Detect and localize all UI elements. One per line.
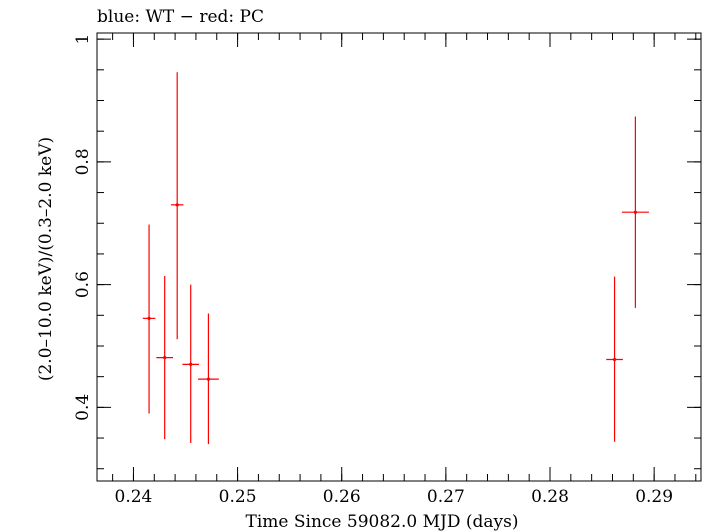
data-point-pc [156, 276, 174, 440]
x-axis-ticks [112, 33, 697, 481]
y-axis-ticks [97, 38, 701, 470]
point-marker [612, 357, 617, 362]
data-point-pc [170, 72, 184, 340]
point-marker [206, 377, 211, 381]
y-axis-label: (2.0–10.0 keV)/(0.3–2.0 keV) [36, 137, 56, 381]
point-marker [175, 203, 179, 207]
x-tick-label: 0.26 [323, 487, 361, 507]
x-tick-label: 0.27 [427, 487, 465, 507]
data-point-pc [142, 224, 156, 414]
x-axis-tick-labels: 0.24 0.25 0.26 0.27 0.28 0.29 [115, 487, 674, 507]
point-marker [189, 362, 193, 366]
x-axis-label: Time Since 59082.0 MJD (days) [246, 512, 519, 532]
data-point-pc [198, 313, 219, 445]
plot-frame [96, 32, 702, 482]
x-tick-label: 0.24 [115, 487, 153, 507]
y-tick-label: 1 [73, 34, 93, 45]
data-point-pc [606, 276, 623, 442]
y-axis-tick-labels: 0.4 0.6 0.8 1 [73, 34, 93, 421]
x-tick-label: 0.25 [219, 487, 257, 507]
data-points [142, 72, 649, 445]
y-tick-label: 0.4 [73, 394, 93, 421]
data-point-pc [182, 284, 200, 443]
x-tick-label: 0.29 [635, 487, 673, 507]
y-tick-label: 0.8 [73, 148, 93, 175]
y-tick-label: 0.6 [73, 271, 93, 298]
point-marker [163, 356, 167, 360]
x-tick-label: 0.28 [531, 487, 569, 507]
chart-title: blue: WT − red: PC [97, 7, 264, 27]
point-marker [147, 316, 151, 320]
point-marker [633, 210, 637, 214]
data-point-pc [621, 116, 649, 308]
